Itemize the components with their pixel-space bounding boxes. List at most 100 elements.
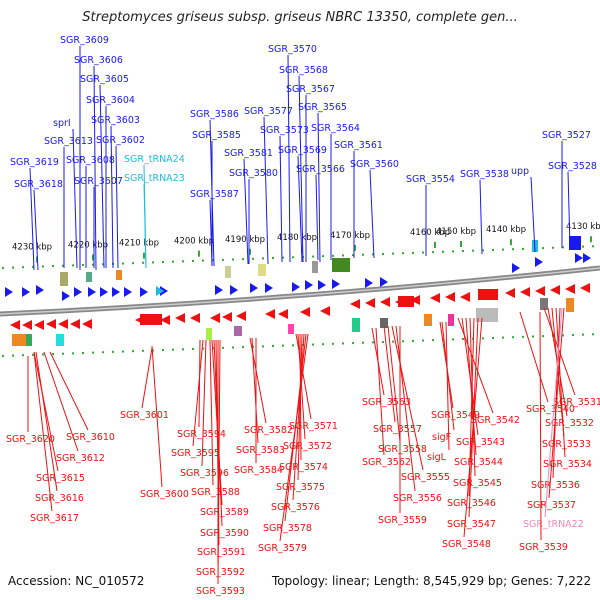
scale-dots-upper [352,254,354,257]
reverse-gene-arrow [236,311,246,321]
scale-tick-label: 4140 kbp [486,225,526,235]
bottom-leader-line [33,351,53,512]
scale-dots-upper [52,265,54,268]
bottom-gene-label: SGR_3557 [373,424,422,435]
scale-tick-label: 4160 kbp [410,228,450,238]
scale-dots-lower [32,353,34,356]
bottom-gene-label: SGR_3601 [120,410,169,421]
scale-tick-mark [590,236,592,243]
top-leader-line [297,155,303,263]
scale-dots-upper [412,251,414,254]
feature-block [234,326,242,336]
bottom-leader-line [543,307,576,396]
forward-gene-arrow [318,280,326,290]
bottom-leader-line [151,345,163,488]
scale-dots-upper [172,260,174,263]
scale-dots-lower [342,342,344,345]
reverse-gene-arrow [350,299,360,309]
feature-block [225,266,231,278]
forward-gene-arrow [22,287,30,297]
scale-dots-lower [462,338,464,341]
scale-dots-upper [422,251,424,254]
top-gene-label: SGR_3587 [190,189,239,200]
scale-dots-upper [342,254,344,257]
bottom-gene-label: SGR_3592 [196,567,245,578]
scale-dots-lower [152,349,154,352]
scale-dots-upper [32,265,34,268]
reverse-gene-block [398,296,414,307]
bottom-gene-label: SGR_3579 [258,543,307,554]
feature-block [569,236,581,250]
bottom-leader-line [141,347,153,409]
scale-dots-lower [12,354,14,357]
scale-dots-upper [2,266,4,269]
bottom-leader-line [251,337,259,444]
scale-dots-upper [12,266,14,269]
scale-dots-lower [142,349,144,352]
feature-block [566,298,574,312]
bottom-gene-label: SGR_3594 [177,429,226,440]
forward-gene-arrow [112,287,120,297]
bottom-leader-line [49,351,89,431]
bottom-leader-line [297,333,306,440]
scale-dots-upper [82,263,84,266]
bottom-gene-label: SGR_3600 [140,489,189,500]
scale-dots-lower [362,341,364,344]
top-gene-label: SGR_3613 [44,136,93,147]
scale-tick-mark [434,241,436,248]
scale-dots-lower [172,348,174,351]
bottom-gene-label: SGR_3591 [197,547,246,558]
scale-dots-lower [2,354,4,357]
top-leader-line [209,199,213,267]
top-leader-line [115,145,119,269]
scale-dots-lower [322,343,324,346]
scale-tick-label: 4170 kbp [330,231,370,241]
scale-dots-upper [502,248,504,251]
bottom-gene-label: SGR_3562 [362,457,411,468]
bottom-leader-line [395,325,416,492]
top-leader-line [263,116,269,265]
bottom-gene-label: SGR_3548 [442,539,491,550]
feature-block [258,264,266,276]
scale-dots-upper [152,261,154,264]
bottom-gene-label: SGR_3543 [456,437,505,448]
scale-tick-mark [198,250,200,257]
bottom-gene-label: SGR_3617 [30,513,79,524]
forward-gene-arrow [100,287,108,297]
top-leader-line [479,179,483,255]
top-gene-label: SGR_3603 [91,115,140,126]
top-gene-label: SGR_3607 [74,176,123,187]
top-leader-line [72,128,78,269]
reverse-gene-arrow [210,313,220,323]
scale-dots-upper [392,252,394,255]
scale-dots-lower [282,344,284,347]
scale-dots-upper [142,261,144,264]
scale-tick-mark [249,248,251,255]
scale-dots-lower [72,352,74,355]
forward-gene-arrow [305,280,313,290]
bottom-leader-line [548,307,565,499]
top-gene-label: SGR_3569 [278,145,327,156]
top-gene-label: SGR_3580 [229,168,278,179]
accession-text: Accession: NC_010572 [8,574,145,588]
feature-block [116,270,122,280]
reverse-gene-arrow [300,307,310,317]
scale-dots-upper [492,248,494,251]
scale-dots-upper [292,256,294,259]
bottom-leader-line [387,325,401,443]
bottom-gene-label: SGR_3584 [234,465,283,476]
top-gene-label: SGR_3561 [334,140,383,151]
scale-dots-lower [212,347,214,350]
feature-block [476,308,498,322]
bottom-leader-line [555,307,566,458]
scale-tick-mark [143,252,145,259]
scale-dots-upper [512,248,514,251]
forward-gene-arrow [230,285,238,295]
bottom-gene-label: SGR_3572 [283,441,332,452]
bottom-leader-line [43,351,79,452]
bottom-leader-line [198,339,201,428]
bottom-gene-label: SGR_3549 [431,410,480,421]
scale-tick-label: 4130 kbp [566,222,600,232]
reverse-gene-arrow [175,313,185,323]
